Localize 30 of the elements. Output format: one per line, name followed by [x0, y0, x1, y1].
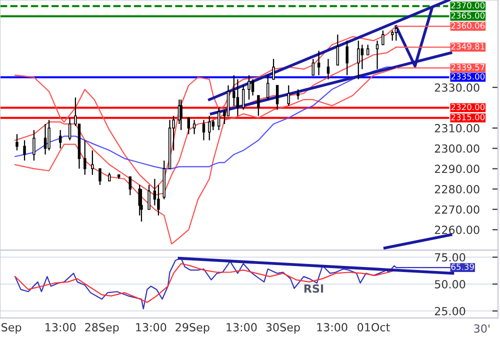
y-tick-label: 2300.00 — [434, 144, 480, 153]
annotation: RSI — [304, 284, 324, 293]
y-tick-label: 2270.00 — [434, 205, 480, 214]
ref-line-label: 2370.00 — [451, 2, 485, 9]
ref-line-label: 2335.00 — [451, 73, 485, 80]
y-tick-label: 2310.00 — [434, 124, 480, 132]
ref-line-label: 2320.00 — [451, 104, 485, 110]
y-tick-label: 25.00 — [434, 306, 466, 316]
text: 30' — [474, 324, 490, 333]
x-tick-label: 28Sep — [85, 323, 119, 334]
x-tick-label: 30Sep — [266, 323, 300, 334]
ref-line-label: 2365.00 — [451, 12, 485, 19]
annotation: 2339.57 — [451, 64, 484, 70]
x-tick-label: 13:00 — [226, 323, 257, 332]
y-tick-label: 2260.00 — [434, 226, 480, 234]
ref-line-label: 2315.00 — [451, 114, 485, 120]
x-tick-label: 13:00 — [317, 323, 348, 332]
y-tick-label: 2280.00 — [434, 185, 480, 194]
x-tick-label: 01Oct — [358, 323, 390, 332]
x-tick-label: 13:00 — [46, 323, 76, 332]
x-tick-label: Sep — [2, 323, 22, 334]
x-tick-label: 13:00 — [136, 323, 166, 332]
annotation: 65.39 — [451, 264, 474, 270]
annotation: 2360.06 — [451, 22, 485, 29]
y-tick-label: 2290.00 — [434, 164, 480, 174]
y-tick-label: 50.00 — [434, 280, 466, 288]
y-tick-label: 2330.00 — [434, 83, 480, 92]
y-tick-label: 75.00 — [435, 253, 466, 262]
annotation: 2349.81 — [451, 43, 484, 50]
x-tick-label: 29Sep — [176, 323, 210, 334]
